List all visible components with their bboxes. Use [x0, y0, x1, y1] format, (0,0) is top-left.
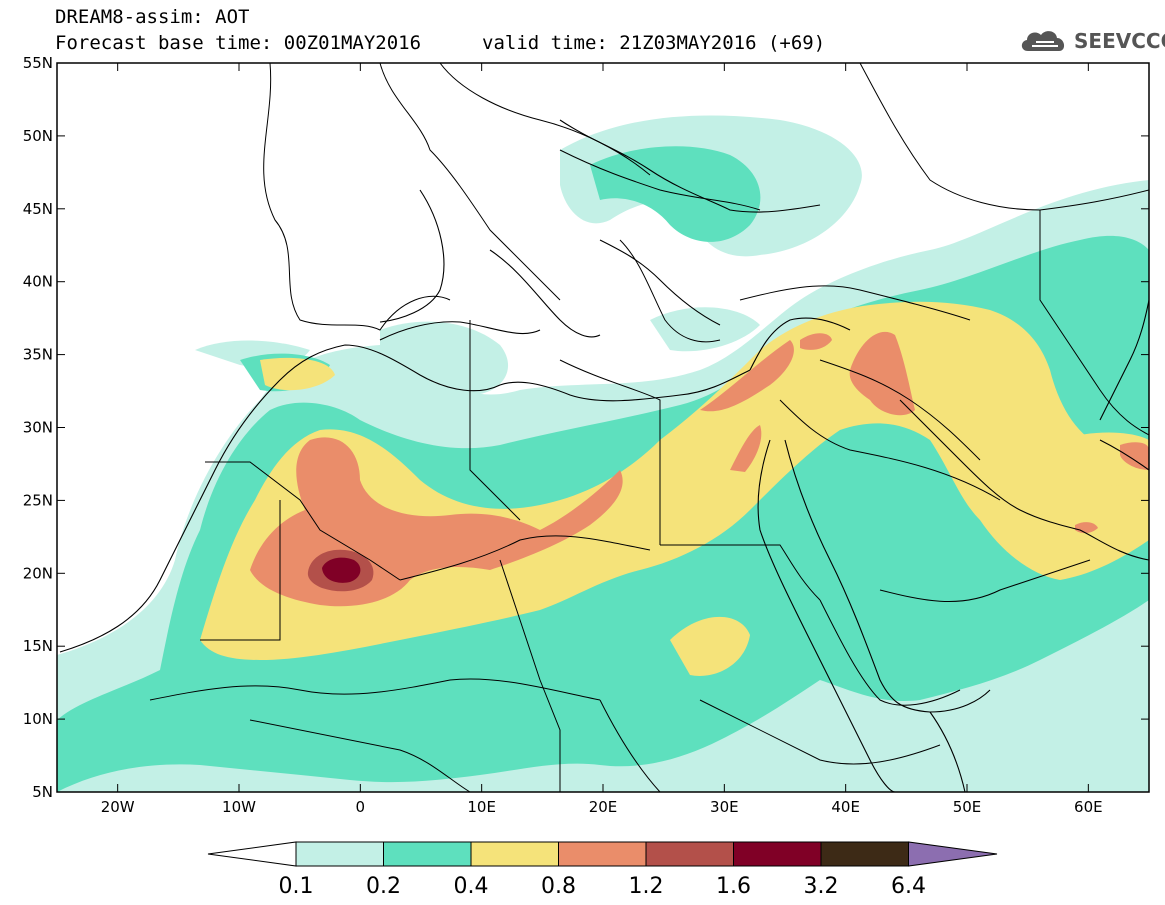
valid-time: valid time: 21Z03MAY2016 (+69) [482, 32, 826, 54]
colorbar-segment [645, 841, 734, 867]
latitude-axis: 5N 10N 15N 20N 25N 30N 35N 40N 45N 50N 55N [23, 54, 1149, 801]
lon-tick-label: 20W [101, 798, 135, 816]
lon-tick-label: 0 [356, 798, 366, 816]
lat-tick-label: 10N [23, 710, 53, 728]
lon-tick-label: 30E [710, 798, 739, 816]
colorbar-segment [733, 841, 822, 867]
cloud-icon [1021, 31, 1065, 51]
colorbar-low-arrow [207, 841, 297, 867]
map-title: DREAM8-assim: AOT [55, 6, 250, 28]
colorbar-segment [383, 841, 472, 867]
lon-tick-label: 50E [953, 798, 982, 816]
lat-tick-label: 15N [23, 637, 53, 655]
colorbar-level-label: 0.1 [279, 874, 314, 899]
lon-tick-label: 10E [467, 798, 496, 816]
lon-tick-label: 20E [589, 798, 618, 816]
logo-text: SEEVCCC [1074, 29, 1165, 53]
lon-tick-label: 40E [831, 798, 860, 816]
lat-tick-label: 35N [23, 346, 53, 364]
lat-tick-label: 30N [23, 419, 53, 437]
colorbar-level-label: 1.2 [629, 874, 664, 899]
forecast-base-time: Forecast base time: 00Z01MAY2016 [55, 32, 422, 54]
colorbar: 0.1 0.2 0.4 0.8 1.2 1.6 3.2 6.4 [207, 841, 998, 899]
colorbar-segment [295, 841, 384, 867]
lon-tick-label: 10W [222, 798, 256, 816]
colorbar-segment [558, 841, 647, 867]
colorbar-level-label: 0.4 [454, 874, 489, 899]
colorbar-high-arrow [908, 841, 998, 867]
coastlines [59, 119, 1149, 792]
aot-fields [57, 63, 1149, 792]
country-boundaries [149, 63, 1149, 792]
aot-level-1.6 [322, 557, 361, 583]
lat-tick-label: 20N [23, 564, 53, 582]
colorbar-level-label: 3.2 [804, 874, 839, 899]
lon-tick-label: 60E [1074, 798, 1103, 816]
seevccc-logo: SEEVCCC [1018, 26, 1165, 56]
lat-tick-label: 40N [23, 273, 53, 291]
lat-tick-label: 55N [23, 54, 53, 72]
colorbar-segment [820, 841, 909, 867]
lat-tick-label: 50N [23, 127, 53, 145]
colorbar-level-label: 1.6 [716, 874, 751, 899]
longitude-axis: 20W 10W 0 10E 20E 30E 40E 50E 60E [101, 63, 1103, 816]
lat-tick-label: 5N [32, 783, 53, 801]
colorbar-level-label: 0.8 [541, 874, 576, 899]
colorbar-level-label: 0.2 [366, 874, 401, 899]
lat-tick-label: 25N [23, 491, 53, 509]
colorbar-level-label: 6.4 [891, 874, 926, 899]
lat-tick-label: 45N [23, 200, 53, 218]
colorbar-segment [470, 841, 559, 867]
